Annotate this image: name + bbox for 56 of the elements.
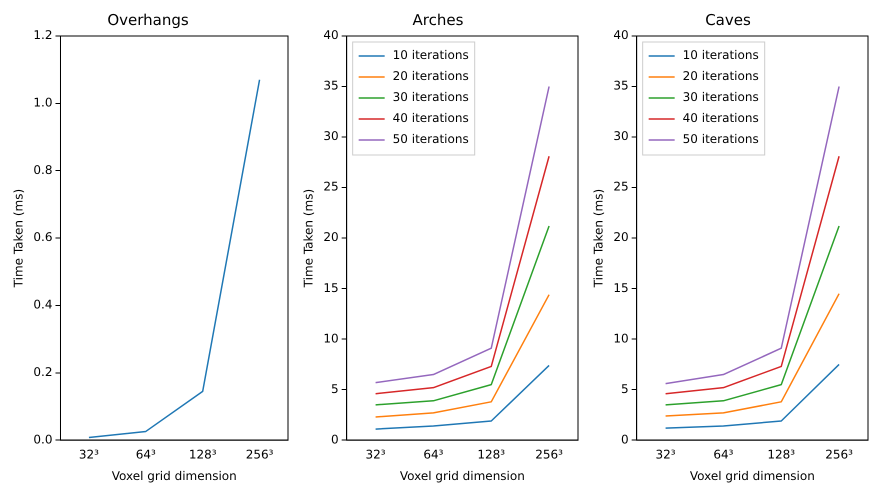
x-tick-label: 64³	[423, 448, 444, 462]
y-tick-label: 35	[323, 78, 339, 93]
y-tick-label: 35	[613, 78, 629, 93]
y-tick-label: 10	[613, 331, 629, 346]
x-tick-label: 128³	[477, 448, 506, 462]
y-tick-label: 0.0	[33, 432, 52, 446]
y-tick-label: 0.4	[33, 298, 52, 312]
y-tick-label: 5	[331, 382, 339, 396]
legend-label: 40 iterations	[682, 111, 759, 126]
y-axis-title: Time Taken (ms)	[591, 188, 606, 288]
y-tick-label: 5	[621, 382, 629, 396]
x-axis-title: Voxel grid dimension	[112, 468, 237, 483]
x-tick-label: 32³	[656, 448, 676, 462]
legend-label: 20 iterations	[392, 69, 469, 84]
y-tick-label: 0	[331, 432, 339, 446]
y-tick-label: 10	[323, 331, 339, 346]
x-tick-label: 64³	[136, 448, 156, 462]
legend-label: 40 iterations	[392, 111, 469, 126]
legend-label: 50 iterations	[682, 132, 759, 146]
y-tick-label: 30	[323, 129, 339, 144]
x-tick-label: 256³	[535, 448, 564, 462]
x-tick-label: 32³	[78, 448, 100, 462]
legend-label: 10 iterations	[392, 48, 469, 62]
y-tick-label: 25	[613, 180, 629, 194]
x-axis-title: Voxel grid dimension	[400, 468, 525, 483]
y-tick-label: 0.8	[33, 162, 52, 177]
y-tick-label: 20	[613, 230, 629, 244]
y-tick-label: 15	[323, 280, 339, 295]
legend-label: 10 iterations	[682, 48, 759, 62]
x-tick-label: 32³	[366, 448, 386, 462]
y-tick-label: 40	[323, 28, 339, 42]
legend-label: 30 iterations	[392, 90, 469, 104]
y-tick-label: 30	[613, 129, 629, 144]
y-tick-label: 20	[323, 230, 339, 244]
x-tick-label: 256³	[825, 448, 854, 462]
y-tick-label: 1.2	[33, 28, 52, 42]
y-tick-label: 25	[323, 180, 339, 194]
y-tick-label: 40	[613, 28, 629, 42]
legend-label: 50 iterations	[392, 132, 469, 146]
x-tick-label: 256³	[246, 448, 274, 462]
y-tick-label: 15	[613, 280, 629, 295]
chart-title: Caves	[705, 10, 751, 29]
legend-label: 20 iterations	[682, 69, 759, 84]
chart-title: Overhangs	[107, 10, 189, 29]
legend-label: 30 iterations	[682, 90, 759, 104]
y-axis-title: Time Taken (ms)	[301, 188, 316, 288]
x-tick-label: 128³	[767, 448, 796, 462]
x-tick-label: 64³	[713, 448, 734, 462]
x-axis-title: Voxel grid dimension	[690, 468, 815, 483]
chart-title: Arches	[412, 10, 464, 29]
y-tick-label: 0.2	[33, 364, 52, 379]
y-tick-label: 0	[621, 432, 629, 446]
y-tick-label: 0.6	[33, 230, 52, 244]
x-tick-label: 128³	[188, 448, 217, 462]
y-tick-label: 1.0	[33, 95, 52, 110]
y-axis-title: Time Taken (ms)	[11, 188, 26, 288]
